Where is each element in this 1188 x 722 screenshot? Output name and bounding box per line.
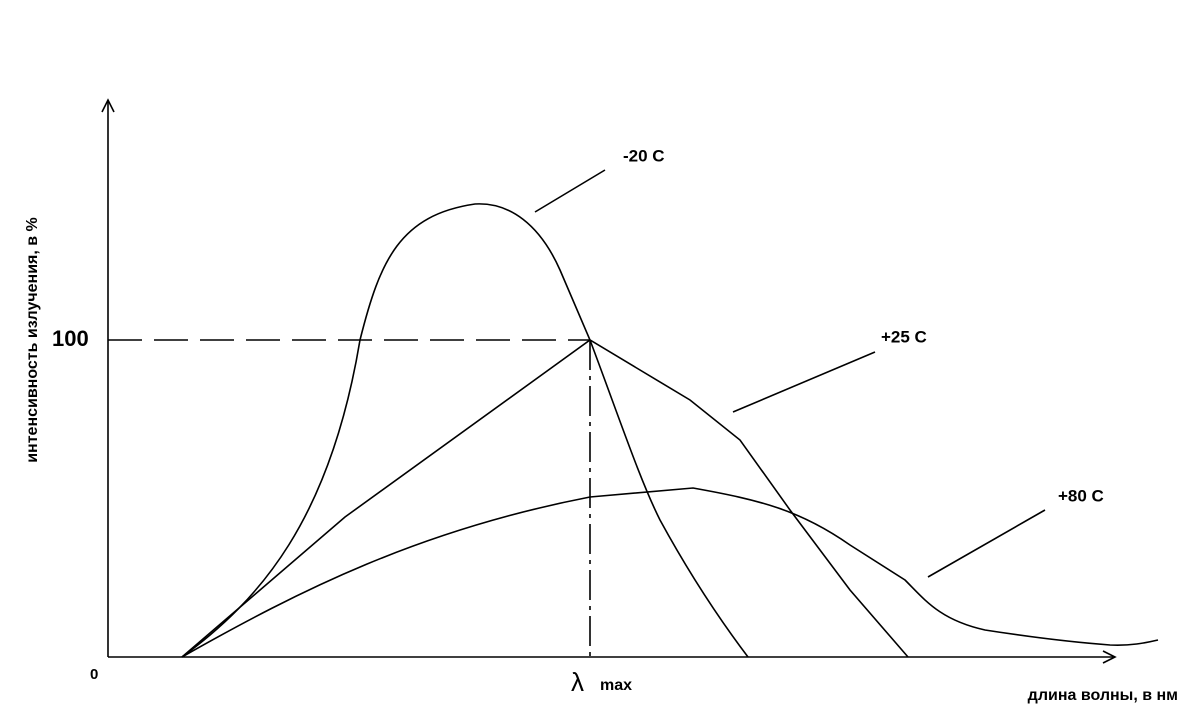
leader-plus25: [732, 351, 876, 413]
origin-label: 0: [90, 666, 98, 683]
y-arrow: [101, 98, 115, 113]
curve-minus20: [181, 203, 749, 658]
curve-plus25: [181, 339, 909, 658]
lambda: λ: [571, 667, 584, 697]
curve-plus80: [181, 487, 1159, 658]
curve-label: +80 C: [1058, 486, 1104, 505]
leader-plus80: [927, 509, 1046, 578]
leader-minus20: [534, 169, 606, 213]
lambda-sub: max: [600, 677, 632, 694]
x-axis-label: длина волны, в нм: [1028, 687, 1178, 704]
curve-label: -20 C: [623, 146, 665, 165]
curve-label: +25 C: [881, 327, 927, 346]
y-axis-label: интенсивность излучения, в %: [24, 217, 41, 463]
y-mark: 100: [52, 326, 89, 351]
x-arrow: [1102, 650, 1117, 664]
